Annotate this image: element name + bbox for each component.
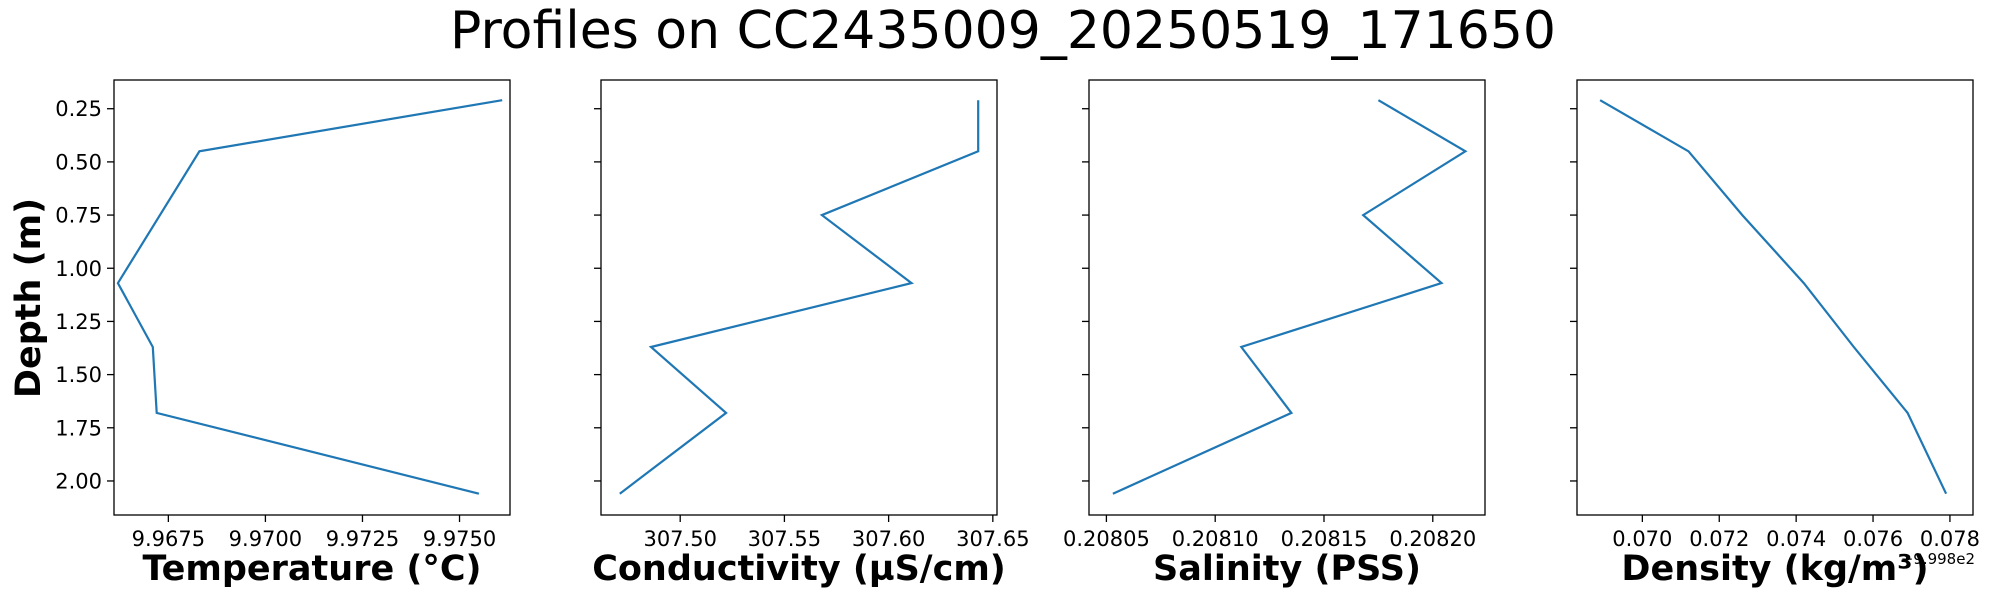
x-offset-text: +9.998e2 [1901,550,1975,568]
profile-line [116,99,503,495]
axes-frame [600,79,998,516]
y-tick-label: 0.25 [55,97,102,121]
x-axis-label: Conductivity (µS/cm) [592,549,1006,589]
profile-line [1599,99,1948,495]
x-axis-label: Density (kg/m³) [1621,549,1928,589]
y-tick-label: 0.75 [55,204,102,228]
x-tick-label: 307.65 [956,527,1029,551]
x-tick-label: 0.076 [1843,527,1903,551]
x-tick-label: 307.55 [748,527,821,551]
x-tick-label: 0.072 [1689,527,1749,551]
axes-frame [1088,79,1486,516]
x-tick-label: 9.9675 [132,527,205,551]
y-tick-label: 1.00 [55,257,102,281]
profile-line [1112,99,1468,495]
x-tick-label: 0.078 [1920,527,1980,551]
x-tick-label: 0.20815 [1281,527,1368,551]
y-tick-label: 1.50 [55,363,102,387]
axes-frame [113,79,511,516]
figure-title: Profiles on CC2435009_20250519_171650 [450,1,1556,61]
axes-frame [1576,79,1974,516]
x-tick-label: 9.9700 [229,527,302,551]
depth-axis-label: Depth (m) [9,198,49,398]
profile-line [619,100,980,495]
y-tick-label: 0.50 [55,150,102,174]
x-tick-label: 307.50 [643,527,716,551]
x-tick-label: 0.20810 [1172,527,1259,551]
x-tick-label: 0.070 [1612,527,1672,551]
x-tick-label: 9.9750 [423,527,496,551]
x-tick-label: 0.20820 [1389,527,1476,551]
x-axis-label: Temperature (°C) [142,549,481,589]
panel-1: 0.25 0.50 0.75 1.00 1.25 1.50 1.75 2.00 9.9675 9.… [55,79,511,589]
y-tick-label: 1.75 [55,416,102,440]
x-tick-label: 0.20805 [1063,527,1150,551]
y-tick-label: 1.25 [55,310,102,334]
x-axis-label: Salinity (PSS) [1153,549,1421,589]
x-tick-label: 307.60 [852,527,925,551]
x-tick-label: 0.074 [1766,527,1826,551]
x-tick-label: 9.9725 [326,527,399,551]
y-tick-label: 2.00 [55,469,102,493]
